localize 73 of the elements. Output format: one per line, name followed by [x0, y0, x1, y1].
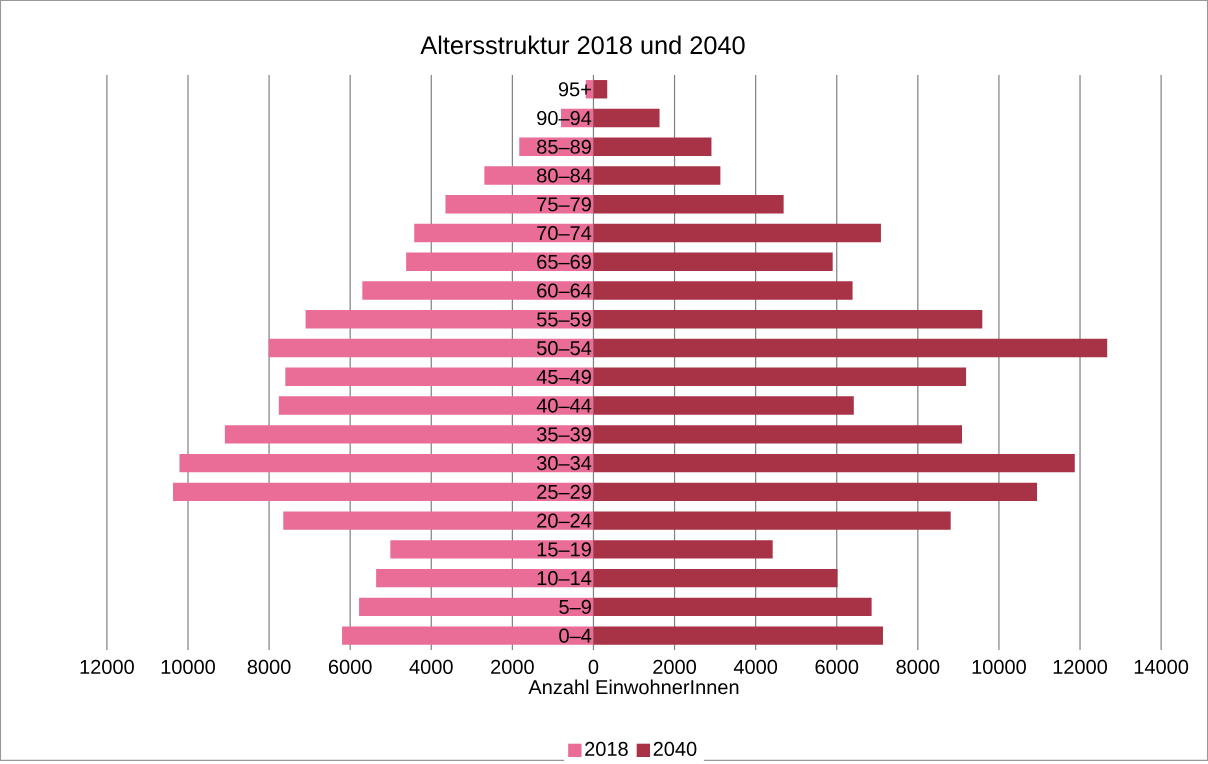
x-tick-label: 12000 [1053, 659, 1108, 674]
bar [593, 540, 773, 559]
bar [484, 166, 594, 185]
y-tick-label: 10–14 [537, 570, 592, 586]
y-tick-label: 50–54 [537, 340, 592, 356]
bar [342, 626, 594, 645]
x-tick-label: 10000 [972, 659, 1026, 674]
y-tick-label: 60–64 [537, 283, 592, 298]
bar [593, 310, 983, 329]
y-tick-label: 70–74 [537, 225, 592, 241]
y-tick-label: 0–4 [559, 628, 592, 643]
bar [593, 281, 853, 300]
x-tick-label: 6000 [815, 659, 859, 674]
bar [593, 396, 854, 415]
bar [593, 338, 1108, 358]
bar [593, 137, 712, 156]
bar [172, 482, 594, 501]
bar [593, 453, 1075, 473]
bar [593, 482, 1038, 501]
y-tick-label: 40–44 [536, 398, 592, 413]
y-tick-label: 75–79 [537, 197, 591, 212]
chart-title: Altersstruktur 2018 und 2040 [420, 35, 745, 55]
y-tick-label: 85–89 [537, 139, 591, 154]
y-tick-label: 80–84 [537, 168, 592, 183]
x-tick-label: 6000 [328, 659, 372, 674]
bar [305, 310, 594, 329]
bar [376, 568, 594, 588]
legend-label: 2040 [653, 741, 697, 756]
x-axis-title: Anzahl EinwohnerInnen [528, 679, 739, 695]
bar [285, 367, 594, 386]
x-tick-label: 2000 [491, 659, 534, 674]
bar [406, 252, 594, 271]
y-tick-label: 25–29 [537, 484, 591, 499]
bar [593, 568, 838, 588]
x-tick-label: 14000 [1134, 659, 1189, 674]
x-tick-label: 10000 [161, 659, 215, 674]
y-tick-label: 65–69 [537, 254, 591, 269]
bar [362, 281, 594, 300]
y-tick-label: 5–9 [559, 599, 591, 614]
x-tick-label: 0 [588, 659, 599, 674]
bar [593, 597, 872, 616]
x-tick-label: 12000 [80, 659, 134, 674]
bar [593, 425, 963, 444]
y-tick-label: 35–39 [536, 427, 591, 442]
bar [445, 195, 594, 214]
bar [224, 425, 594, 444]
bar [593, 626, 883, 645]
y-tick-label: 55–59 [537, 312, 591, 327]
x-tick-label: 4000 [409, 659, 453, 674]
y-tick-label: 30–34 [536, 455, 592, 471]
y-tick-label: 45–49 [536, 369, 591, 384]
bar [593, 108, 660, 128]
x-tick-label: 8000 [896, 659, 940, 674]
x-tick-label: 2000 [653, 659, 696, 674]
bar [593, 79, 608, 99]
bar [359, 597, 594, 616]
bar [278, 396, 594, 415]
y-tick-label: 15–19 [537, 542, 591, 557]
bar [593, 166, 721, 185]
bar [390, 540, 594, 559]
bar [414, 223, 594, 243]
bar [593, 252, 833, 271]
bar [593, 367, 967, 386]
y-tick-label: 20–24 [537, 513, 592, 528]
bar [593, 223, 881, 243]
bar [593, 195, 784, 214]
x-tick-label: 8000 [247, 659, 291, 674]
bar [283, 511, 594, 530]
legend-label: 2018 [585, 741, 628, 756]
bar [179, 453, 594, 473]
x-tick-label: 4000 [733, 659, 778, 674]
bar [593, 511, 951, 530]
bar [268, 338, 594, 358]
